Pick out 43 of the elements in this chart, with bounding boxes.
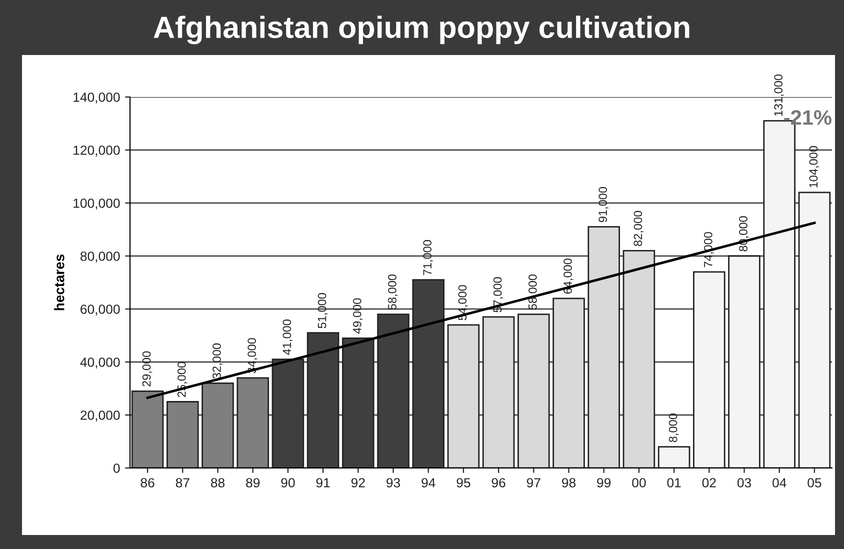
- x-tick-label: 05: [808, 478, 822, 488]
- x-tick-label: 96: [492, 478, 506, 488]
- chart-title: Afghanistan opium poppy cultivation: [154, 16, 690, 44]
- annotation: -21%: [784, 110, 832, 125]
- data-label: 71,000: [423, 240, 433, 276]
- data-label: 131,000: [774, 74, 784, 116]
- x-tick-label: 98: [562, 478, 576, 488]
- x-tick-label: 02: [702, 478, 716, 488]
- y-tick-label: 60,000: [80, 304, 120, 316]
- x-tick-label: 97: [526, 478, 540, 488]
- x-tick-label: 89: [246, 478, 260, 488]
- data-label: 29,000: [142, 351, 152, 386]
- x-tick-label: 03: [737, 478, 752, 488]
- y-tick-label: 100,000: [74, 198, 120, 210]
- x-tick-label: 93: [386, 478, 400, 488]
- x-tick-label: 90: [281, 478, 295, 488]
- x-tick-label: 87: [176, 478, 190, 488]
- y-axis-title: hectares: [54, 254, 64, 310]
- data-label: 82,000: [634, 210, 644, 246]
- data-label: 104,000: [809, 146, 820, 188]
- x-tick-label: 92: [351, 478, 365, 488]
- x-tick-label: 86: [140, 478, 154, 488]
- y-tick-label: 120,000: [74, 146, 120, 156]
- data-label: 58,000: [388, 274, 398, 310]
- y-tick-label: 0: [113, 464, 120, 473]
- data-label: 32,000: [212, 343, 222, 379]
- data-label: 49,000: [352, 298, 363, 334]
- x-tick-label: 00: [632, 478, 646, 488]
- data-label: 91,000: [598, 187, 608, 222]
- x-tick-label: 88: [210, 478, 225, 488]
- x-tick-label: 91: [316, 478, 330, 488]
- y-tick-label: 20,000: [80, 410, 120, 422]
- x-tick-label: 95: [456, 478, 470, 488]
- y-tick-label: 40,000: [80, 358, 120, 368]
- x-tick-label: 01: [667, 478, 681, 488]
- x-tick-label: 94: [422, 478, 436, 488]
- x-tick-label: 04: [772, 478, 786, 488]
- data-label: 41,000: [282, 320, 293, 355]
- y-tick-label: 140,000: [74, 92, 120, 104]
- data-label: 8,000: [668, 414, 679, 442]
- x-tick-label: 99: [597, 478, 611, 488]
- y-tick-label: 80,000: [80, 252, 120, 262]
- data-label: 51,000: [318, 293, 328, 328]
